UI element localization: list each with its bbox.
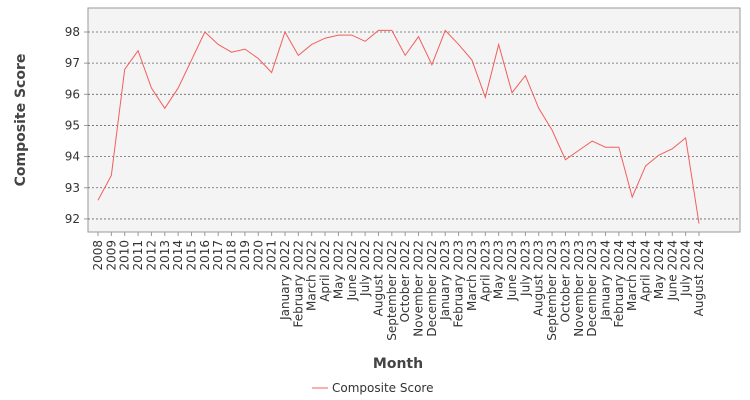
plot-area <box>87 7 741 233</box>
x-tick-label: January 2024 <box>599 240 613 321</box>
x-tick-label: February 2023 <box>452 240 466 328</box>
x-tick-label: April 2023 <box>478 240 492 302</box>
x-tick-label: 2013 <box>158 240 172 271</box>
x-tick-label: February 2022 <box>291 240 305 328</box>
x-tick-label: August 2022 <box>371 240 385 316</box>
x-tick-label: July 2023 <box>518 240 532 297</box>
x-tick-label: October 2022 <box>398 240 412 322</box>
x-tick-label: May 2023 <box>492 240 506 299</box>
y-tick-label: 94 <box>65 150 80 164</box>
x-tick-label: March 2024 <box>625 240 639 311</box>
x-tick-label: July 2024 <box>679 240 693 297</box>
x-tick-label: 2014 <box>171 240 185 271</box>
x-tick-label: 2020 <box>251 240 265 271</box>
legend-label: Composite Score <box>332 381 433 395</box>
x-tick-label: 2009 <box>104 240 118 271</box>
line <box>97 29 700 224</box>
y-tick-label: 97 <box>65 56 80 70</box>
x-tick-label: July 2022 <box>358 240 372 297</box>
x-tick-label: 2015 <box>184 240 198 271</box>
x-tick-label: November 2023 <box>572 240 586 337</box>
x-axis-title: Month <box>373 356 423 372</box>
x-tick-label: 2011 <box>131 240 145 271</box>
x-tick-label: 2018 <box>225 240 239 271</box>
x-tick-label: December 2022 <box>425 240 439 337</box>
y-axis-title: Composite Score <box>13 54 29 187</box>
x-tick-label: December 2023 <box>585 240 599 337</box>
x-tick-label: January 2022 <box>278 240 292 321</box>
x-tick-label: 2016 <box>198 240 212 271</box>
x-tick-label: June 2024 <box>665 240 679 302</box>
x-tick-label: March 2023 <box>465 240 479 311</box>
x-tick-label: 2021 <box>265 240 279 271</box>
x-tick-label: August 2023 <box>532 240 546 316</box>
y-tick-label: 93 <box>65 181 80 195</box>
x-tick-label: 2019 <box>238 240 252 271</box>
x-tick-label: May 2022 <box>331 240 345 299</box>
x-tick-label: 2008 <box>91 240 105 271</box>
x-tick-label: February 2024 <box>612 240 626 328</box>
x-tick-label: 2017 <box>211 240 225 271</box>
x-tick-label: April 2024 <box>639 240 653 302</box>
x-tick-label: March 2022 <box>305 240 319 311</box>
x-tick-label: June 2022 <box>345 240 359 302</box>
x-tick-label: September 2022 <box>385 240 399 341</box>
y-tick-label: 95 <box>65 118 80 132</box>
x-tick-label: January 2023 <box>438 240 452 321</box>
y-tick-label: 98 <box>65 25 80 39</box>
x-tick-label: August 2024 <box>692 240 706 316</box>
y-tick-label: 92 <box>65 212 80 226</box>
x-tick-label: June 2023 <box>505 240 519 302</box>
x-tick-label: 2012 <box>144 240 158 271</box>
x-tick-label: November 2022 <box>412 240 426 337</box>
x-tick-label: 2010 <box>118 240 132 271</box>
x-tick-label: September 2023 <box>545 240 559 341</box>
x-tick-label: April 2022 <box>318 240 332 302</box>
x-tick-label: May 2024 <box>652 240 666 299</box>
y-tick-label: 96 <box>65 87 80 101</box>
x-tick-label: October 2023 <box>558 240 572 322</box>
